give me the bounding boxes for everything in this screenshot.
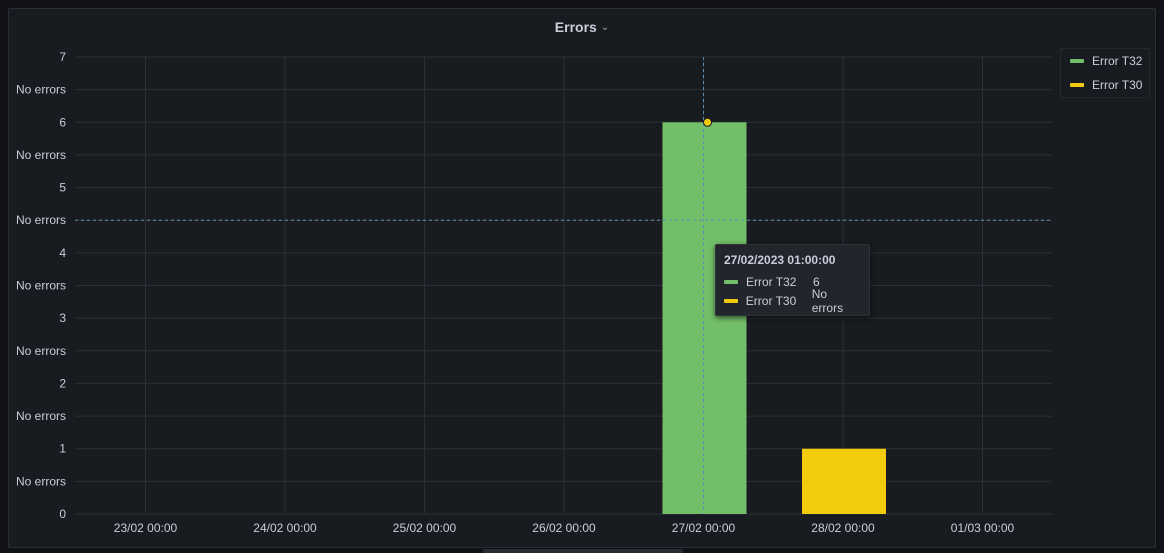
legend-label: Error T32 <box>1092 54 1143 68</box>
tooltip-row: Error T32 6 <box>724 272 861 291</box>
x-tick-label: 23/02 00:00 <box>114 521 178 535</box>
legend-swatch-error-t30 <box>1070 83 1084 87</box>
x-tick-label: 24/02 00:00 <box>253 521 317 535</box>
x-tick-label: 01/03 00:00 <box>951 521 1015 535</box>
y-tick-label: No errors <box>16 279 66 293</box>
y-tick-label: 2 <box>59 376 66 390</box>
y-tick-label: 1 <box>59 442 66 456</box>
panel-header[interactable]: Errors ⌄ <box>9 15 1155 39</box>
panel-title[interactable]: Errors <box>554 19 597 35</box>
y-tick-label: No errors <box>16 213 66 227</box>
y-tick-label: No errors <box>16 409 66 423</box>
tooltip-swatch <box>724 279 738 284</box>
bar[interactable] <box>802 448 886 514</box>
tooltip-swatch <box>724 298 738 303</box>
tooltip-series-value: No errors <box>811 286 844 315</box>
legend-swatch-error-t32 <box>1070 59 1084 63</box>
y-tick-label: 6 <box>59 115 66 129</box>
chevron-down-icon[interactable]: ⌄ <box>600 21 610 33</box>
hover-tooltip: 27/02/2023 01:00:00 Error T32 6 Error T3… <box>715 244 870 316</box>
y-tick-label: 4 <box>59 246 66 260</box>
y-tick-label: 3 <box>59 311 66 325</box>
y-tick-label: No errors <box>16 148 66 162</box>
x-tick-label: 27/02 00:00 <box>672 521 736 535</box>
y-tick-label: 7 <box>59 50 66 64</box>
tooltip-series-value: 6 <box>813 274 820 289</box>
legend-item-error-t32[interactable]: Error T32 <box>1061 49 1149 73</box>
x-tick-label: 25/02 00:00 <box>393 521 457 535</box>
legend-label: Error T30 <box>1092 78 1143 92</box>
tooltip-row: Error T30 No errors <box>724 287 861 315</box>
tooltip-series-name: Error T30 <box>745 293 797 308</box>
bar[interactable] <box>662 122 747 515</box>
x-tick-label: 28/02 00:00 <box>811 521 875 535</box>
legend: Error T32 Error T30 <box>1060 48 1150 98</box>
y-tick-label: No errors <box>16 474 66 488</box>
x-tick-label: 26/02 00:00 <box>532 521 596 535</box>
y-tick-label: No errors <box>16 344 66 358</box>
tooltip-series-name: Error T32 <box>746 274 797 289</box>
hover-point <box>703 117 712 127</box>
y-tick-label: 0 <box>59 507 66 521</box>
y-tick-label: No errors <box>16 83 66 97</box>
resize-handle[interactable] <box>483 549 683 553</box>
legend-item-error-t30[interactable]: Error T30 <box>1061 73 1149 97</box>
errors-panel: Errors ⌄ <box>8 8 1156 548</box>
y-tick-label: 5 <box>59 181 66 195</box>
tooltip-title: 27/02/2023 01:00:00 <box>724 253 836 267</box>
